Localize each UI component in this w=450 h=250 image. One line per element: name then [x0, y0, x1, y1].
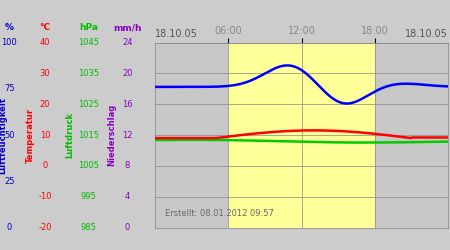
- Text: 75: 75: [4, 84, 15, 93]
- Text: -10: -10: [38, 192, 52, 201]
- Text: 985: 985: [81, 223, 96, 232]
- Text: 0: 0: [7, 223, 12, 232]
- Text: 1035: 1035: [78, 69, 99, 78]
- Text: °C: °C: [40, 24, 50, 32]
- Text: hPa: hPa: [79, 24, 98, 32]
- Text: 18.10.05: 18.10.05: [405, 29, 448, 39]
- Text: Erstellt: 08.01.2012 09:57: Erstellt: 08.01.2012 09:57: [165, 209, 274, 218]
- Text: 1025: 1025: [78, 100, 99, 109]
- Text: 8: 8: [125, 161, 130, 170]
- Text: Temperatur: Temperatur: [26, 108, 35, 162]
- Text: 24: 24: [122, 38, 133, 47]
- Bar: [155, 42, 228, 228]
- Text: Luftdruck: Luftdruck: [65, 112, 74, 158]
- Text: 1005: 1005: [78, 161, 99, 170]
- Text: mm/h: mm/h: [113, 24, 142, 32]
- Text: 25: 25: [4, 177, 14, 186]
- Text: 30: 30: [40, 69, 50, 78]
- Text: -20: -20: [38, 223, 52, 232]
- Text: 4: 4: [125, 192, 130, 201]
- Text: 20: 20: [40, 100, 50, 109]
- Text: Niederschlag: Niederschlag: [107, 104, 116, 166]
- Text: 0: 0: [125, 223, 130, 232]
- Text: 0: 0: [42, 161, 48, 170]
- Text: 20: 20: [122, 69, 133, 78]
- Text: %: %: [5, 24, 14, 32]
- Text: 50: 50: [4, 130, 14, 140]
- Text: 12: 12: [122, 130, 133, 140]
- Text: 16: 16: [122, 100, 133, 109]
- Text: 995: 995: [81, 192, 96, 201]
- Text: Luftfeuchtigkeit: Luftfeuchtigkeit: [0, 96, 8, 174]
- Bar: [374, 42, 448, 228]
- Text: 18.10.05: 18.10.05: [155, 29, 198, 39]
- Text: 40: 40: [40, 38, 50, 47]
- Text: 10: 10: [40, 130, 50, 140]
- Text: 1015: 1015: [78, 130, 99, 140]
- Text: 100: 100: [1, 38, 17, 47]
- Text: 1045: 1045: [78, 38, 99, 47]
- Bar: [228, 42, 374, 228]
